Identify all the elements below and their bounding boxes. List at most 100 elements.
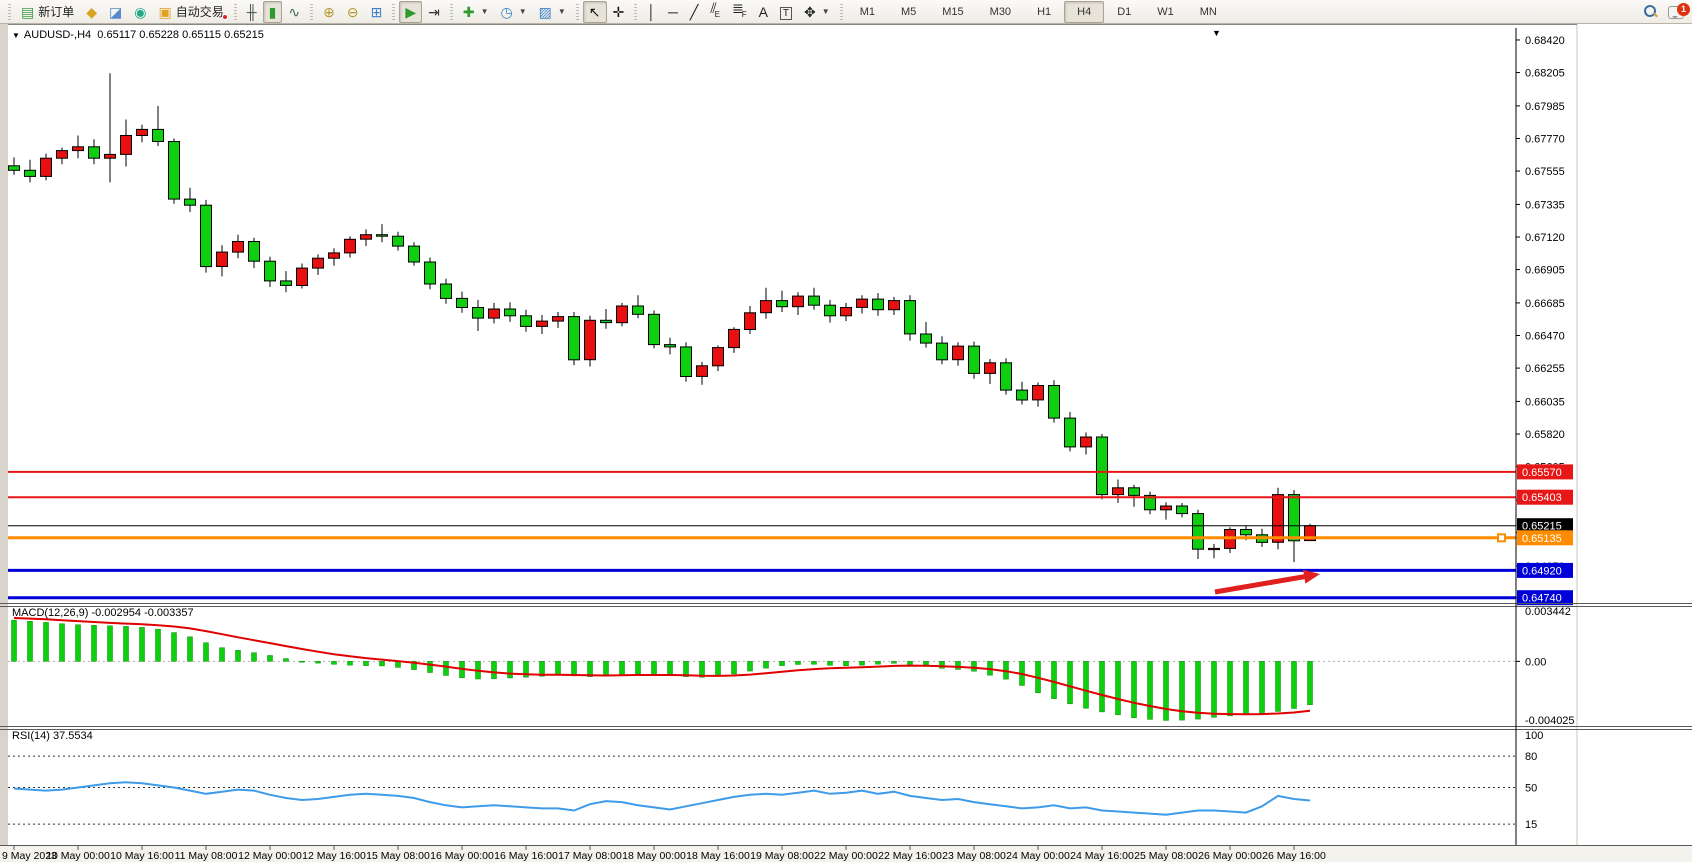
chart-background: [0, 24, 1692, 862]
account-profile-icon[interactable]: ◪: [103, 1, 128, 23]
svg-text:22 May 00:00: 22 May 00:00: [814, 850, 878, 862]
search-icon[interactable]: [1644, 5, 1658, 19]
timeframe-m1[interactable]: M1: [847, 1, 888, 23]
price-tag: 0.64920: [1522, 565, 1562, 577]
text-icon: A: [758, 3, 768, 20]
new-order-button[interactable]: ▤ 新订单: [15, 1, 80, 23]
new-order-icon: ▤: [21, 3, 35, 20]
macd-indicator-label: MACD(12,26,9) -0.002954 -0.003357: [12, 607, 194, 619]
chevron-down-icon[interactable]: ▼: [821, 7, 830, 16]
chart-title[interactable]: ▼ AUDUSD-,H4 0.65117 0.65228 0.65115 0.65…: [12, 29, 264, 41]
toolbar-grip[interactable]: [837, 3, 845, 20]
vertical-line-button[interactable]: │: [641, 1, 662, 23]
chevron-down-icon[interactable]: ▼: [557, 7, 566, 16]
svg-text:15: 15: [1525, 819, 1537, 831]
timeframe-h4[interactable]: H4: [1064, 0, 1105, 23]
auto-trading-button[interactable]: ▣ 自动交易: [152, 1, 229, 23]
chevron-down-icon[interactable]: ▼: [480, 7, 489, 16]
collapse-icon[interactable]: ▼: [12, 31, 20, 40]
shift-end-marker-icon[interactable]: ▼: [1212, 28, 1221, 38]
pane-splitter[interactable]: [0, 603, 1692, 607]
sound-alert-icon[interactable]: ◆: [80, 1, 103, 23]
alert-line[interactable]: 0.65135: [8, 530, 1573, 546]
toolbar-grip[interactable]: [6, 3, 13, 20]
svg-text:0.00: 0.00: [1525, 656, 1546, 668]
auto-scroll-icon: ▶: [405, 3, 417, 20]
support-line-2[interactable]: 0.64740: [8, 590, 1573, 606]
fibonacci-button[interactable]: ≣F: [726, 1, 753, 23]
bar-chart-button[interactable]: ╫: [241, 1, 263, 23]
cursor-button[interactable]: ↖: [582, 0, 607, 23]
zoom-in-button[interactable]: ⊕: [317, 1, 341, 23]
toolbar-grip[interactable]: [308, 3, 316, 20]
timeframe-m30[interactable]: M30: [977, 1, 1024, 23]
svg-text:12 May 00:00: 12 May 00:00: [238, 850, 302, 862]
toolbar-grip[interactable]: [573, 3, 581, 20]
tile-windows-button[interactable]: ⊞: [365, 1, 389, 23]
svg-text:0.66035: 0.66035: [1525, 396, 1565, 408]
candlestick-chart-button[interactable]: ▮: [262, 0, 283, 23]
pane-splitter[interactable]: [0, 726, 1692, 730]
svg-text:19 May 08:00: 19 May 08:00: [750, 850, 814, 862]
toolbar-grip[interactable]: [632, 3, 640, 20]
svg-text:0.67985: 0.67985: [1525, 101, 1565, 113]
signal-icon: ◉: [134, 3, 147, 20]
annotation-arrow[interactable]: [1214, 569, 1320, 595]
svg-text:26 May 16:00: 26 May 16:00: [1262, 850, 1326, 862]
svg-text:50: 50: [1525, 783, 1537, 795]
svg-text:24 May 00:00: 24 May 00:00: [1006, 850, 1070, 862]
text-button[interactable]: A: [753, 1, 774, 23]
timeframe-d1[interactable]: D1: [1104, 1, 1144, 23]
periods-button[interactable]: ◷ ▼: [494, 1, 532, 23]
toolbar-grip[interactable]: [231, 3, 239, 20]
timeframe-mn[interactable]: MN: [1187, 1, 1230, 23]
timeframe-h1[interactable]: H1: [1024, 1, 1064, 23]
svg-text:11 May 08:00: 11 May 08:00: [175, 850, 238, 862]
toolbar-grip[interactable]: [447, 3, 455, 20]
svg-text:24 May 16:00: 24 May 16:00: [1070, 850, 1134, 862]
channel-icon: ⫽E: [710, 0, 720, 19]
chevron-down-icon[interactable]: ▼: [518, 7, 527, 16]
svg-text:0.003442: 0.003442: [1525, 606, 1571, 618]
macd-pane[interactable]: 0.003442 0.00 -0.004025: [8, 606, 1575, 727]
horizontal-line-button[interactable]: ─: [662, 1, 684, 23]
templates-button[interactable]: ▨ ▼: [533, 1, 572, 23]
symbol-period-label: AUDUSD-,H4: [23, 29, 92, 41]
crosshair-button[interactable]: ✛: [607, 1, 631, 23]
zoom-out-icon: ⊖: [346, 3, 359, 20]
chart-shift-button[interactable]: ⇥: [422, 1, 446, 23]
indicators-button[interactable]: ✚ ▼: [457, 1, 495, 23]
line-handle[interactable]: [1497, 533, 1506, 543]
zoom-out-button[interactable]: ⊖: [341, 1, 365, 23]
bid-price-line[interactable]: 0.65215: [8, 518, 1573, 534]
chat-badge: 1: [1677, 2, 1690, 16]
auto-scroll-button[interactable]: ▶: [399, 0, 423, 23]
toolbar-grip[interactable]: [390, 3, 398, 20]
signals-icon[interactable]: ◉: [128, 1, 152, 23]
timeframe-d1-label: D1: [1117, 5, 1132, 18]
text-label-button[interactable]: T: [774, 1, 798, 23]
timeframe-m5-label: M5: [900, 5, 917, 18]
timeframe-m15[interactable]: M15: [929, 1, 976, 23]
timeframe-mn-label: MN: [1199, 5, 1217, 18]
ohlc-label: 0.65117 0.65228 0.65115 0.65215: [97, 29, 264, 41]
timeframe-w1[interactable]: W1: [1144, 1, 1187, 23]
rsi-pane[interactable]: 100 80 50 15: [8, 730, 1543, 831]
svg-text:80: 80: [1525, 751, 1537, 763]
svg-text:25 May 08:00: 25 May 08:00: [1134, 850, 1198, 862]
channel-button[interactable]: ⫽E: [704, 1, 726, 23]
support-line-1[interactable]: 0.64920: [8, 562, 1573, 578]
timeframe-h4-label: H4: [1077, 5, 1092, 18]
timeframe-m5[interactable]: M5: [888, 1, 929, 23]
shapes-button[interactable]: ✥ ▼: [798, 1, 836, 23]
chat-icon[interactable]: 1: [1668, 2, 1690, 19]
resistance-line-2[interactable]: 0.65403: [8, 489, 1573, 505]
line-chart-button[interactable]: ∿: [282, 1, 306, 23]
svg-text:18 May 16:00: 18 May 16:00: [686, 850, 750, 862]
resistance-line-1[interactable]: 0.65570: [8, 464, 1573, 480]
status-dot: [221, 13, 228, 20]
trendline-button[interactable]: ╱: [684, 1, 704, 23]
